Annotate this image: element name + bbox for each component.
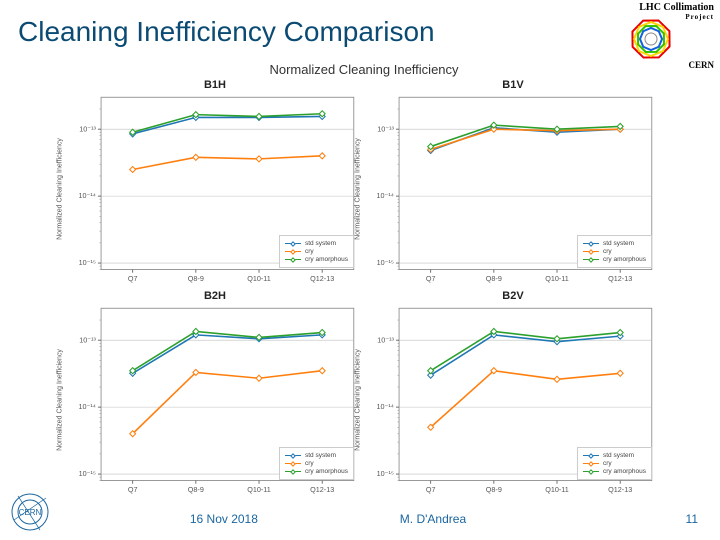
subplot: B2H Normalized Cleaning Inefficiency 10⁻¹⁵…: [70, 290, 360, 495]
legend-label: std system: [603, 452, 634, 459]
legend-label: cry amorphous: [603, 256, 646, 263]
svg-text:Q7: Q7: [128, 274, 138, 283]
y-axis-label: Normalized Cleaning Inefficiency: [57, 349, 64, 451]
figure-suptitle: Normalized Cleaning Inefficiency: [70, 62, 658, 77]
legend-item: std system: [583, 452, 646, 459]
legend-swatch: [285, 251, 301, 252]
svg-text:10⁻¹⁴: 10⁻¹⁴: [377, 191, 394, 200]
svg-text:Q12-13: Q12-13: [608, 274, 632, 283]
legend-label: cry: [305, 248, 314, 255]
slide: Cleaning Inefficiency Comparison LHC Col…: [0, 0, 720, 540]
legend: std systemcrycry amorphous: [279, 235, 354, 268]
svg-text:Q7: Q7: [426, 274, 436, 283]
svg-text:Q10-11: Q10-11: [247, 486, 271, 495]
legend-item: cry: [285, 460, 348, 467]
svg-text:10⁻¹³: 10⁻¹³: [79, 336, 96, 345]
legend-item: cry amorphous: [583, 468, 646, 475]
legend-item: cry amorphous: [285, 256, 348, 263]
svg-text:Q8-9: Q8-9: [486, 274, 502, 283]
legend-label: std system: [603, 240, 634, 247]
legend-swatch: [285, 243, 301, 244]
svg-text:Q7: Q7: [426, 486, 436, 495]
svg-text:Q10-11: Q10-11: [247, 274, 271, 283]
svg-text:10⁻¹⁵: 10⁻¹⁵: [377, 470, 394, 479]
legend-swatch: [583, 455, 599, 456]
legend-label: cry amorphous: [305, 256, 348, 263]
legend-item: cry amorphous: [285, 468, 348, 475]
svg-text:10⁻¹⁴: 10⁻¹⁴: [377, 403, 394, 412]
svg-text:10⁻¹⁵: 10⁻¹⁵: [79, 258, 96, 267]
legend-label: std system: [305, 240, 336, 247]
subplot-title: B2V: [368, 290, 658, 304]
y-axis-label: Normalized Cleaning Inefficiency: [355, 349, 362, 451]
cern-badge-icon: CERN: [8, 490, 52, 534]
legend-item: cry amorphous: [583, 256, 646, 263]
legend: std systemcrycry amorphous: [577, 235, 652, 268]
legend-label: cry: [603, 460, 612, 467]
legend: std systemcrycry amorphous: [577, 447, 652, 480]
legend-item: std system: [285, 452, 348, 459]
svg-text:10⁻¹⁵: 10⁻¹⁵: [79, 470, 96, 479]
legend-swatch: [583, 259, 599, 260]
footer-author: M. D'Andrea: [400, 512, 466, 526]
legend-label: cry amorphous: [603, 468, 646, 475]
legend-item: std system: [583, 240, 646, 247]
ring-icon: [628, 16, 674, 62]
subplot: B1H Normalized Cleaning Inefficiency 10⁻¹⁵…: [70, 79, 360, 284]
legend-label: cry amorphous: [305, 468, 348, 475]
svg-text:10⁻¹³: 10⁻¹³: [377, 336, 394, 345]
svg-text:10⁻¹⁴: 10⁻¹⁴: [79, 403, 96, 412]
svg-text:Q12-13: Q12-13: [608, 486, 632, 495]
svg-text:10⁻¹³: 10⁻¹³: [377, 124, 394, 133]
legend-label: cry: [305, 460, 314, 467]
logo-line1: LHC Collimation: [604, 2, 714, 13]
legend-swatch: [583, 463, 599, 464]
logo-cern: CERN: [688, 60, 714, 70]
plot-area: Normalized Cleaning Inefficiency10⁻¹⁵10⁻…: [368, 304, 658, 495]
svg-text:Q8-9: Q8-9: [188, 486, 204, 495]
y-axis-label: Normalized Cleaning Inefficiency: [57, 138, 64, 240]
svg-text:Q8-9: Q8-9: [486, 486, 502, 495]
subplot-title: B2H: [70, 290, 360, 304]
svg-text:CERN: CERN: [19, 508, 42, 517]
legend: std systemcrycry amorphous: [279, 447, 354, 480]
legend-item: cry: [583, 460, 646, 467]
legend-swatch: [285, 463, 301, 464]
svg-text:Q8-9: Q8-9: [188, 274, 204, 283]
subplot-grid: B1H Normalized Cleaning Inefficiency 10⁻¹⁵…: [70, 79, 658, 483]
svg-text:10⁻¹⁵: 10⁻¹⁵: [377, 258, 394, 267]
svg-text:Q12-13: Q12-13: [310, 486, 334, 495]
y-axis-label: Normalized Cleaning Inefficiency: [355, 138, 362, 240]
legend-swatch: [583, 471, 599, 472]
plot-area: Normalized Cleaning Inefficiency10⁻¹⁵10⁻…: [368, 93, 658, 284]
legend-label: cry: [603, 248, 612, 255]
subplot: B2VNormalized Cleaning Inefficiency10⁻¹⁵…: [368, 290, 658, 495]
legend-swatch: [583, 251, 599, 252]
legend-swatch: [285, 259, 301, 260]
figure-area: Normalized Cleaning Inefficiency B1H Norm…: [70, 62, 658, 484]
subplot-title: B1V: [368, 79, 658, 93]
legend-swatch: [285, 455, 301, 456]
svg-text:Q7: Q7: [128, 486, 138, 495]
legend-label: std system: [305, 452, 336, 459]
plot-area: Normalized Cleaning Inefficiency 10⁻¹⁵ 10⁻…: [70, 93, 360, 284]
legend-swatch: [285, 471, 301, 472]
legend-item: cry: [583, 248, 646, 255]
legend-item: cry: [285, 248, 348, 255]
footer-page: 11: [686, 512, 698, 526]
legend-item: std system: [285, 240, 348, 247]
plot-area: Normalized Cleaning Inefficiency 10⁻¹⁵ 10⁻…: [70, 304, 360, 495]
footer: CERN 16 Nov 2018 M. D'Andrea 11: [0, 498, 720, 534]
svg-text:Q10-11: Q10-11: [545, 274, 569, 283]
svg-text:Q10-11: Q10-11: [545, 486, 569, 495]
slide-title: Cleaning Inefficiency Comparison: [18, 16, 435, 48]
svg-text:Q12-13: Q12-13: [310, 274, 334, 283]
svg-text:10⁻¹³: 10⁻¹³: [79, 124, 96, 133]
subplot: B1VNormalized Cleaning Inefficiency10⁻¹⁵…: [368, 79, 658, 284]
footer-date: 16 Nov 2018: [190, 512, 258, 526]
svg-text:10⁻¹⁴: 10⁻¹⁴: [79, 191, 96, 200]
subplot-title: B1H: [70, 79, 360, 93]
legend-swatch: [583, 243, 599, 244]
